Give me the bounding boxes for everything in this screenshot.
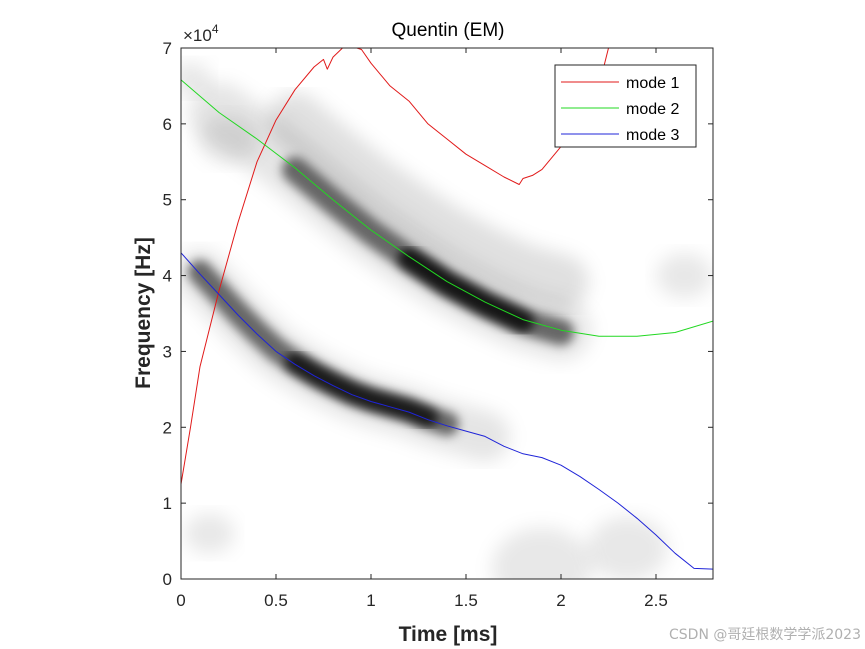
legend: mode 1 mode 2 mode 3: [554, 64, 697, 148]
y-tick-label: 1: [163, 494, 172, 513]
x-tick-label: 1.5: [454, 591, 478, 610]
tf-blob: [656, 253, 713, 298]
x-tick-label: 0.5: [264, 591, 288, 610]
x-tick-label: 0: [176, 591, 185, 610]
y-tick-label: 0: [163, 570, 172, 589]
tf-blob: [181, 62, 211, 95]
x-axis-label: Time [ms]: [399, 623, 498, 646]
series-layer: [181, 48, 713, 570]
chart-title: Quentin (EM): [392, 20, 505, 41]
tf-ridge: [285, 352, 438, 428]
y-exponent-label: ×104: [183, 22, 219, 45]
series-line-mode-1: [181, 48, 713, 485]
x-tick-label: 2.5: [644, 591, 668, 610]
x-tick-label: 1: [366, 591, 375, 610]
legend-label: mode 1: [626, 75, 679, 92]
y-exponent-power: 4: [212, 22, 219, 36]
legend-box: [554, 64, 697, 148]
tf-ridge: [267, 92, 589, 310]
y-tick-label: 4: [163, 267, 172, 286]
y-tick-label: 3: [163, 342, 172, 361]
x-axis-ticks: 0 0.5 1 1.5 2 2.5: [176, 48, 668, 610]
tf-blob: [184, 513, 235, 554]
axes-box: [180, 47, 714, 580]
y-tick-label: 5: [163, 191, 172, 210]
tf-blob: [587, 516, 668, 579]
y-tick-label: 2: [163, 418, 172, 437]
tf-ridge: [398, 247, 534, 333]
watermark: CSDN @哥廷根数学学派2023: [669, 627, 861, 643]
legend-label: mode 2: [626, 101, 679, 118]
y-tick-label: 6: [163, 115, 172, 134]
y-axis-ticks: 0 1 2 3 4 5 6 7: [163, 39, 713, 589]
y-axis-label: Frequency [Hz]: [132, 237, 155, 389]
tf-blob: [198, 115, 259, 164]
series-line-mode-3: [181, 252, 713, 570]
x-tick-label: 2: [556, 591, 565, 610]
y-tick-label: 7: [163, 39, 172, 58]
tf-blob: [492, 527, 592, 579]
series-line-mode-2: [181, 79, 713, 337]
legend-label: mode 3: [626, 127, 679, 144]
